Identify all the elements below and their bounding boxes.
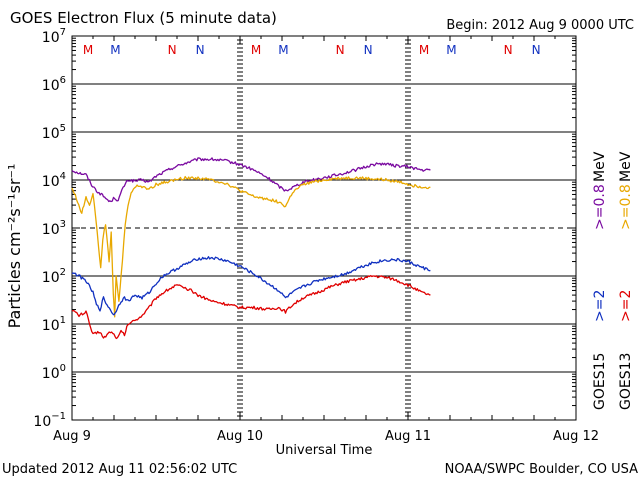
x-tick-label: Aug 9 bbox=[53, 429, 91, 444]
y-tick-label: 100 bbox=[42, 363, 66, 382]
marker-m: M bbox=[251, 43, 261, 57]
legend-unit-a: MeV bbox=[592, 151, 608, 182]
legend-unit-b: MeV bbox=[618, 151, 634, 182]
x-tick-label: Aug 12 bbox=[553, 429, 599, 444]
y-tick-label: 101 bbox=[42, 315, 66, 334]
marker-n: N bbox=[196, 43, 205, 57]
legend-goes15-high: >=0.8 bbox=[592, 184, 608, 230]
marker-n: N bbox=[364, 43, 373, 57]
y-gridlines bbox=[72, 35, 576, 421]
legend-goes15: GOES15 bbox=[592, 353, 608, 410]
legend-goes15-low: >=2 bbox=[592, 290, 608, 322]
series-line bbox=[72, 256, 431, 316]
y-tick-label: 106 bbox=[42, 75, 66, 94]
updated-timestamp: Updated 2012 Aug 11 02:56:02 UTC bbox=[2, 462, 237, 477]
marker-m: M bbox=[419, 43, 429, 57]
x-tick-label: Aug 11 bbox=[385, 429, 431, 444]
series-line bbox=[71, 175, 431, 318]
chart-title: GOES Electron Flux (5 minute data) bbox=[10, 9, 277, 27]
flux-series bbox=[71, 157, 431, 340]
credit: NOAA/SWPC Boulder, CO USA bbox=[445, 462, 638, 477]
day-boundary-ticks bbox=[71, 36, 577, 420]
y-tick-label: 107 bbox=[42, 27, 66, 46]
begin-time: Begin: 2012 Aug 9 0000 UTC bbox=[446, 18, 634, 33]
y-axis-label: Particles cm⁻²s⁻¹sr⁻¹ bbox=[5, 164, 24, 329]
x-tick-labels: Aug 9 Aug 10 Aug 11 Aug 12 bbox=[53, 429, 599, 444]
marker-m: M bbox=[110, 43, 120, 57]
x-tick-label: Aug 10 bbox=[217, 429, 263, 444]
y-tick-label: 10−1 bbox=[33, 411, 66, 430]
marker-m: M bbox=[278, 43, 288, 57]
marker-m: M bbox=[446, 43, 456, 57]
x-axis-label: Universal Time bbox=[276, 443, 373, 458]
marker-n: N bbox=[336, 43, 345, 57]
y-tick-label: 102 bbox=[42, 267, 66, 286]
legend-goes13-low: >=2 bbox=[618, 290, 634, 322]
marker-n: N bbox=[532, 43, 541, 57]
y-tick-label: 103 bbox=[42, 219, 66, 238]
series-line bbox=[71, 274, 431, 340]
marker-n: N bbox=[168, 43, 177, 57]
marker-n: N bbox=[504, 43, 513, 57]
legend-goes13: GOES13 bbox=[618, 353, 634, 410]
y-tick-label: 105 bbox=[42, 123, 66, 142]
y-tick-label: 104 bbox=[42, 171, 66, 190]
legend-goes13-high: >=0.8 bbox=[618, 184, 634, 230]
y-tick-labels: 10−1 100 101 102 103 104 105 106 107 bbox=[33, 27, 66, 430]
marker-m: M bbox=[83, 43, 93, 57]
series-line bbox=[71, 157, 431, 203]
